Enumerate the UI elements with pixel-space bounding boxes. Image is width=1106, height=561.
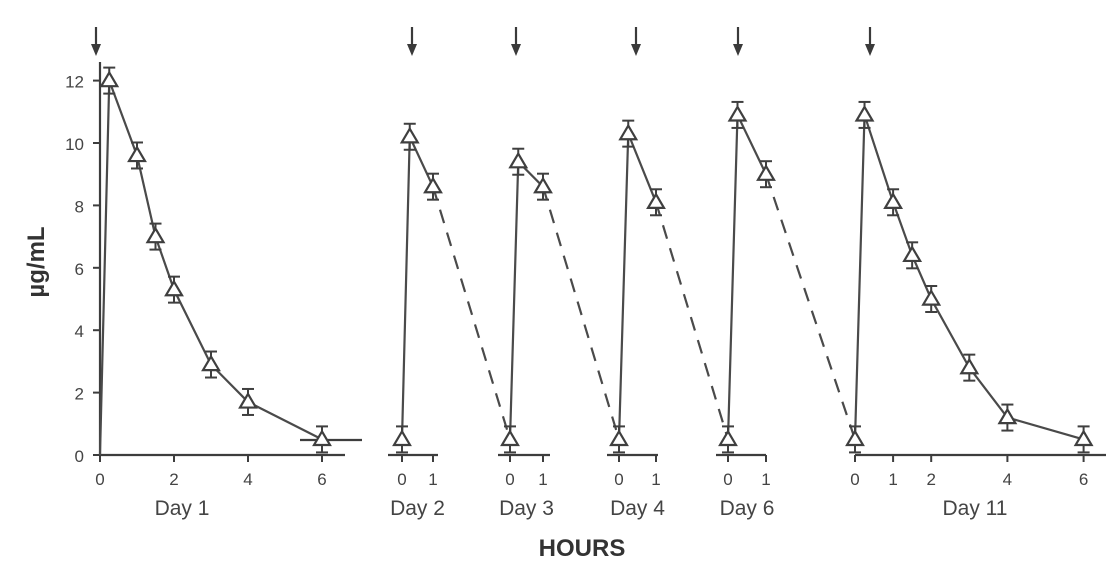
y-tick-label: 10 — [65, 135, 84, 154]
data-point-marker — [145, 226, 166, 244]
data-point-marker — [508, 151, 529, 169]
dashed-connector — [541, 186, 621, 440]
panel-label: Day 6 — [720, 497, 775, 520]
data-point-marker — [533, 176, 553, 194]
data-point-marker — [727, 104, 748, 122]
data-point-marker — [718, 429, 738, 447]
axes-layer — [91, 27, 1106, 462]
data-point-marker — [500, 429, 520, 447]
x-tick-label: 1 — [761, 470, 770, 489]
data-point-marker — [392, 429, 412, 447]
data-point-marker — [201, 354, 221, 372]
x-tick-label: 1 — [888, 470, 897, 489]
dose-arrow-head — [865, 44, 875, 56]
y-tick-label: 6 — [75, 260, 84, 279]
data-point-marker — [646, 192, 666, 209]
x-tick-label: 0 — [505, 470, 514, 489]
panel-label: Day 1 — [155, 497, 210, 520]
data-point-marker — [238, 391, 258, 409]
series-layer — [98, 80, 1084, 456]
series-line-2 — [400, 136, 434, 440]
series-line-1 — [98, 80, 323, 456]
x-tick-label: 6 — [1079, 470, 1088, 489]
markers-layer — [99, 66, 1094, 454]
y-tick-label: 8 — [75, 197, 84, 216]
x-tick-label: 1 — [651, 470, 660, 489]
dose-arrow-head — [733, 44, 743, 56]
panel-label: Day 2 — [390, 497, 445, 520]
dashed-connector — [654, 201, 730, 440]
panel-label: Day 11 — [943, 497, 1008, 520]
series-line-6 — [853, 114, 1084, 441]
x-tick-label: 1 — [538, 470, 547, 489]
x-tick-label: 0 — [850, 470, 859, 489]
dose-arrow-head — [511, 44, 521, 56]
data-point-marker — [618, 123, 639, 141]
x-tick-label: 4 — [1003, 470, 1012, 489]
data-point-marker — [1073, 429, 1094, 447]
data-point-marker — [127, 145, 147, 163]
data-point-marker — [997, 407, 1018, 425]
x-tick-label: 0 — [95, 470, 104, 489]
y-tick-label: 0 — [75, 447, 84, 466]
data-point-marker — [399, 126, 420, 144]
dashed-connector — [764, 173, 857, 440]
data-point-marker — [423, 176, 443, 194]
data-point-marker — [845, 429, 865, 447]
x-tick-label: 0 — [614, 470, 623, 489]
series-line-5 — [726, 114, 767, 440]
dose-arrow-head — [91, 44, 101, 56]
dose-arrow-head — [631, 44, 641, 56]
data-point-marker — [164, 279, 184, 297]
data-point-marker — [756, 164, 776, 181]
series-line-3 — [508, 159, 544, 440]
panel-label: Day 4 — [610, 497, 665, 520]
x-tick-label: 2 — [169, 470, 178, 489]
data-point-marker — [609, 429, 629, 447]
x-tick-label: 2 — [926, 470, 935, 489]
data-point-marker — [959, 357, 980, 375]
dashed-connector — [431, 186, 512, 440]
panel-label: Day 3 — [499, 497, 554, 520]
data-point-marker — [902, 245, 923, 263]
y-tick-label: 12 — [65, 73, 84, 92]
x-tick-label: 6 — [317, 470, 326, 489]
dose-arrow-head — [407, 44, 417, 56]
x-tick-label: 0 — [723, 470, 732, 489]
y-tick-label: 2 — [75, 385, 84, 404]
x-axis-title: HOURS — [539, 535, 626, 561]
y-axis-title: µg/mL — [23, 226, 50, 297]
x-tick-label: 0 — [397, 470, 406, 489]
x-tick-label: 1 — [428, 470, 437, 489]
series-line-4 — [617, 133, 658, 440]
y-tick-label: 4 — [75, 322, 84, 341]
x-tick-label: 4 — [243, 470, 252, 489]
data-point-marker — [921, 288, 942, 306]
data-point-marker — [312, 429, 332, 447]
data-point-marker — [99, 70, 120, 88]
data-point-marker — [854, 104, 875, 122]
data-point-marker — [883, 192, 904, 209]
